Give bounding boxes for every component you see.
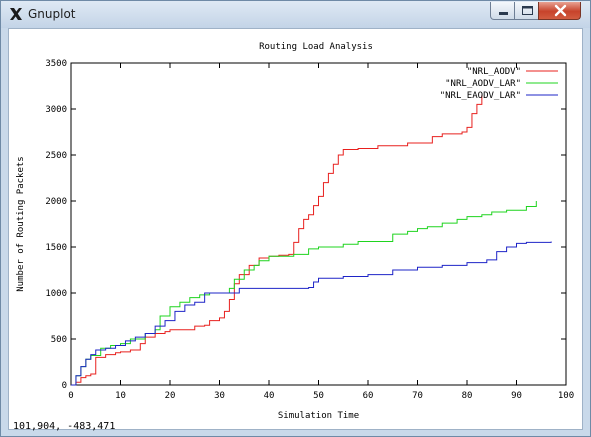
x-tick-label: 50 [313, 391, 324, 401]
y-axis-label: Number of Routing Packets [16, 156, 26, 291]
y-tick-label: 3500 [45, 59, 67, 69]
x-logo-icon [10, 8, 22, 20]
y-tick-label: 2000 [45, 197, 67, 207]
x-tick-label: 100 [558, 391, 574, 401]
x-tick-label: 60 [363, 391, 374, 401]
y-tick-label: 1500 [45, 243, 67, 253]
legend: "NRL_AODV" "NRL_AODV_LAR" "NRL_EAODV_LAR" [440, 67, 558, 101]
y-tick-label: 2500 [45, 151, 67, 161]
x-tick-label: 0 [68, 391, 73, 401]
series-line-2 [71, 201, 537, 386]
y-tick-label: 3000 [45, 105, 67, 115]
x-axis-label: Simulation Time [278, 411, 359, 421]
plot-area[interactable]: Routing Load Analysis 0 500 1000 1500 2000 25… [8, 28, 583, 432]
close-button[interactable] [538, 2, 581, 20]
window-title: Gnuplot [28, 7, 76, 21]
maximize-button[interactable] [514, 2, 539, 20]
title-bar[interactable]: Gnuplot [1, 1, 590, 28]
y-tick-label: 500 [51, 335, 67, 345]
minimize-icon [499, 12, 508, 15]
x-axis-ticks: 0 10 20 30 40 50 60 70 80 90 100 [68, 63, 574, 401]
x-tick-label: 10 [115, 391, 126, 401]
x-tick-label: 70 [412, 391, 423, 401]
legend-label: "NRL_AODV" [467, 67, 521, 77]
series-line-3 [71, 241, 552, 386]
x-tick-label: 80 [462, 391, 473, 401]
maximize-icon [522, 6, 533, 15]
x-tick-label: 40 [264, 391, 275, 401]
legend-label: "NRL_AODV_LAR" [445, 79, 521, 89]
close-icon [554, 4, 567, 17]
x-tick-label: 90 [511, 391, 522, 401]
y-axis-ticks: 0 500 1000 1500 2000 2500 3000 3500 [45, 59, 566, 391]
legend-label: "NRL_EAODV_LAR" [440, 91, 521, 101]
series-line-1 [71, 95, 483, 386]
routing-load-chart: Routing Load Analysis 050010001500200025… [16, 42, 574, 421]
y-tick-label: 0 [62, 381, 67, 391]
series-lines [71, 95, 552, 386]
x-tick-label: 30 [214, 391, 225, 401]
x-tick-label: 20 [165, 391, 176, 401]
chart-title: Routing Load Analysis [259, 42, 373, 52]
mouse-coordinates: 101,904, -483,471 [13, 421, 116, 432]
minimize-button[interactable] [490, 2, 515, 20]
y-tick-label: 1000 [45, 289, 67, 299]
